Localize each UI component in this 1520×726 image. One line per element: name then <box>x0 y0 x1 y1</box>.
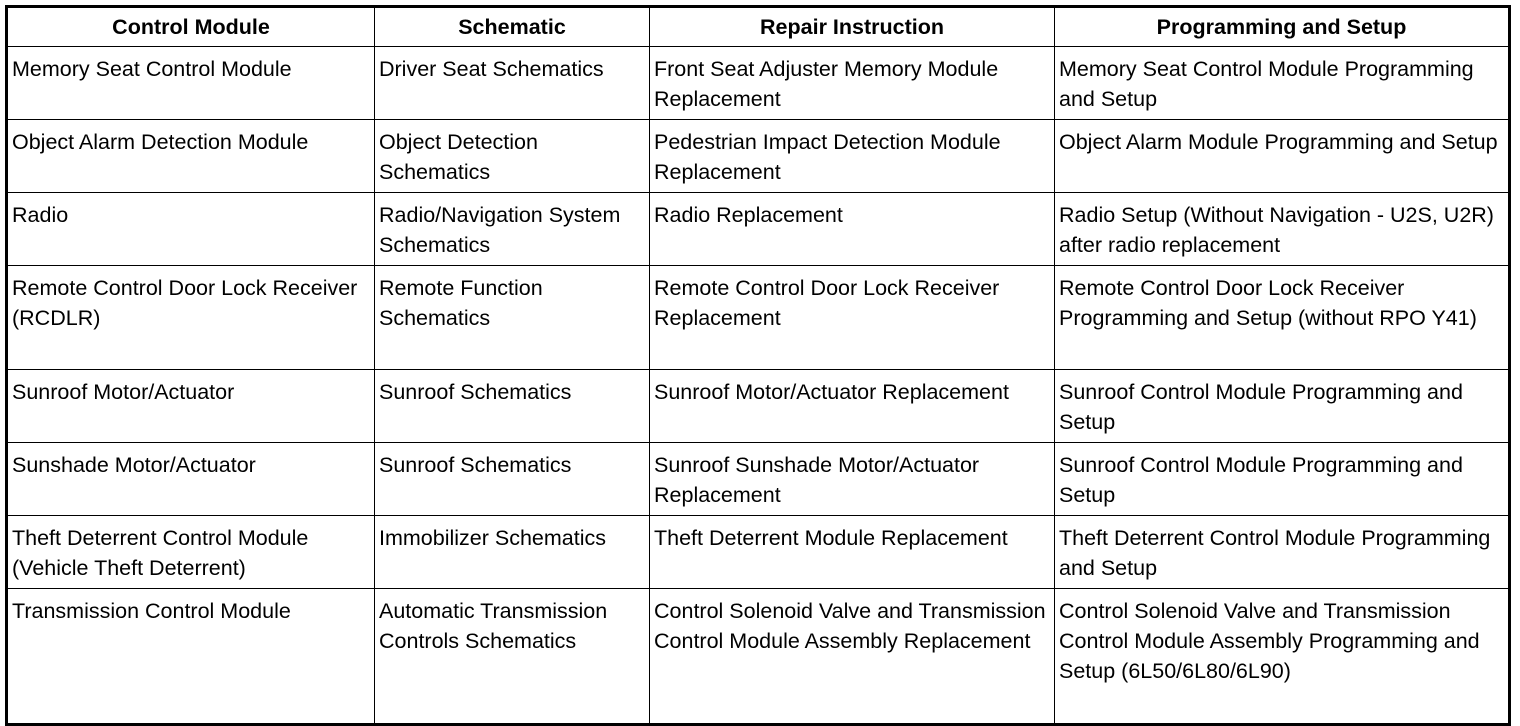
cell-repair-instruction: Sunroof Sunshade Motor/Actuator Replacem… <box>649 442 1055 516</box>
cell-control-module: Object Alarm Detection Module <box>6 119 375 193</box>
table-row: Sunshade Motor/Actuator Sunroof Schemati… <box>6 442 1510 516</box>
header-programming-setup: Programming and Setup <box>1054 6 1510 47</box>
table-row: Memory Seat Control Module Driver Seat S… <box>6 46 1510 120</box>
cell-repair-instruction: Radio Replacement <box>649 192 1055 266</box>
cell-programming-setup: Sunroof Control Module Programming and S… <box>1054 442 1510 516</box>
cell-control-module: Radio <box>6 192 375 266</box>
cell-control-module: Remote Control Door Lock Receiver (RCDLR… <box>6 265 375 370</box>
control-module-table: Control Module Schematic Repair Instruct… <box>5 5 1511 726</box>
cell-schematic: Immobilizer Schematics <box>374 515 650 589</box>
cell-schematic: Sunroof Schematics <box>374 369 650 443</box>
cell-programming-setup: Object Alarm Module Programming and Setu… <box>1054 119 1510 193</box>
cell-control-module: Memory Seat Control Module <box>6 46 375 120</box>
cell-programming-setup: Radio Setup (Without Navigation - U2S, U… <box>1054 192 1510 266</box>
table-row: Object Alarm Detection Module Object Det… <box>6 119 1510 193</box>
cell-programming-setup: Sunroof Control Module Programming and S… <box>1054 369 1510 443</box>
cell-repair-instruction: Pedestrian Impact Detection Module Repla… <box>649 119 1055 193</box>
table-row: Remote Control Door Lock Receiver (RCDLR… <box>6 265 1510 370</box>
header-control-module: Control Module <box>6 6 375 47</box>
cell-repair-instruction: Sunroof Motor/Actuator Replacement <box>649 369 1055 443</box>
cell-control-module: Sunroof Motor/Actuator <box>6 369 375 443</box>
table-row: Sunroof Motor/Actuator Sunroof Schematic… <box>6 369 1510 443</box>
header-repair-instruction: Repair Instruction <box>649 6 1055 47</box>
header-schematic: Schematic <box>374 6 650 47</box>
cell-repair-instruction: Front Seat Adjuster Memory Module Replac… <box>649 46 1055 120</box>
cell-schematic: Driver Seat Schematics <box>374 46 650 120</box>
cell-schematic: Radio/Navigation System Schematics <box>374 192 650 266</box>
cell-control-module: Sunshade Motor/Actuator <box>6 442 375 516</box>
cell-repair-instruction: Remote Control Door Lock Receiver Replac… <box>649 265 1055 370</box>
cell-repair-instruction: Theft Deterrent Module Replacement <box>649 515 1055 589</box>
header-row: Control Module Schematic Repair Instruct… <box>6 6 1510 47</box>
cell-programming-setup: Remote Control Door Lock Receiver Progra… <box>1054 265 1510 370</box>
table-row: Radio Radio/Navigation System Schematics… <box>6 192 1510 266</box>
cell-schematic: Sunroof Schematics <box>374 442 650 516</box>
cell-schematic: Object Detection Schematics <box>374 119 650 193</box>
cell-programming-setup: Control Solenoid Valve and Transmission … <box>1054 588 1510 725</box>
cell-repair-instruction: Control Solenoid Valve and Transmission … <box>649 588 1055 725</box>
cell-programming-setup: Memory Seat Control Module Programming a… <box>1054 46 1510 120</box>
cell-control-module: Theft Deterrent Control Module (Vehicle … <box>6 515 375 589</box>
table-row: Transmission Control Module Automatic Tr… <box>6 588 1510 725</box>
cell-schematic: Remote Function Schematics <box>374 265 650 370</box>
cell-programming-setup: Theft Deterrent Control Module Programmi… <box>1054 515 1510 589</box>
table-row: Theft Deterrent Control Module (Vehicle … <box>6 515 1510 589</box>
cell-schematic: Automatic Transmission Controls Schemati… <box>374 588 650 725</box>
cell-control-module: Transmission Control Module <box>6 588 375 725</box>
